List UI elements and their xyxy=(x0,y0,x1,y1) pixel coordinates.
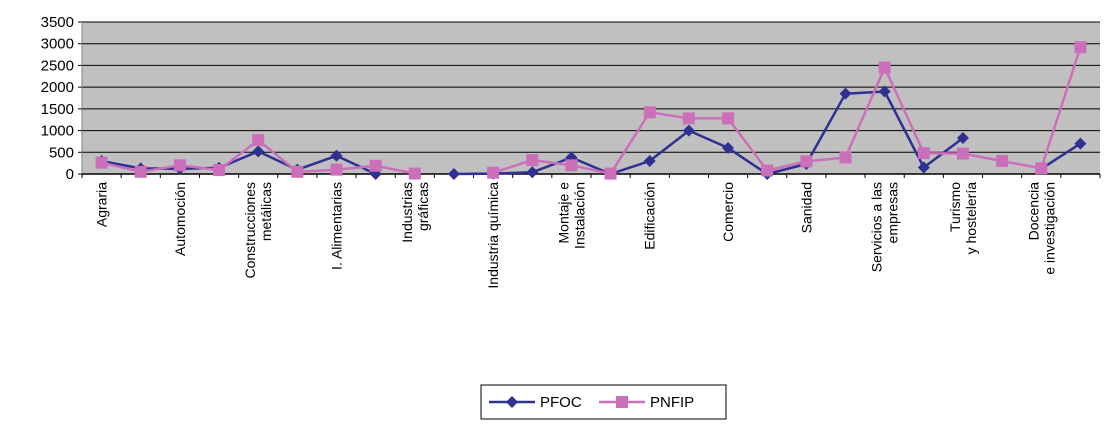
x-tick-label: Automoción xyxy=(172,182,188,256)
data-point xyxy=(956,147,969,160)
data-point xyxy=(604,167,617,180)
y-tick-label: 2500 xyxy=(41,57,74,74)
legend: PFOC PNFIP xyxy=(480,384,727,420)
y-tick-label: 3000 xyxy=(41,36,74,53)
x-tick-label: y hostelería xyxy=(963,182,979,255)
data-point xyxy=(408,167,421,180)
x-tick-label: empresas xyxy=(885,182,901,243)
x-tick-label: Edificación xyxy=(642,182,658,250)
data-point xyxy=(956,131,969,144)
data-point xyxy=(487,166,500,179)
data-point xyxy=(134,165,147,178)
x-tick-label: Montaje e xyxy=(555,182,571,244)
data-point xyxy=(643,154,656,167)
x-tick-label: Turismo xyxy=(947,182,963,232)
data-point xyxy=(1074,41,1087,54)
legend-marker-pfoc xyxy=(506,396,518,408)
data-point xyxy=(917,147,930,160)
x-tick-label: gráficas xyxy=(415,182,431,231)
x-tick-label: Servicios a las xyxy=(869,182,885,272)
legend-label-pnfip: PNFIP xyxy=(650,394,694,411)
series-line xyxy=(101,150,377,176)
data-point xyxy=(682,124,695,137)
series-group xyxy=(95,41,1087,180)
y-axis: 0 500 1000 1500 2000 2500 3000 3500 xyxy=(41,14,83,183)
data-point xyxy=(1074,137,1087,150)
x-tick-label: Agraria xyxy=(94,182,110,227)
plot-area xyxy=(82,22,1100,174)
x-tick-label: Instalación xyxy=(571,182,587,249)
series-line xyxy=(492,46,1082,175)
data-point xyxy=(369,159,382,172)
data-point xyxy=(95,156,108,169)
y-tick-label: 1500 xyxy=(41,101,74,118)
data-point xyxy=(1035,162,1048,175)
y-tick-label: 0 xyxy=(66,166,74,183)
x-tick-label: Docencia xyxy=(1025,182,1041,241)
data-point xyxy=(722,112,735,125)
data-point xyxy=(722,141,735,154)
data-point xyxy=(996,154,1009,167)
x-tick-label: metálicas xyxy=(258,182,274,241)
x-tick-label: Industrias xyxy=(399,182,415,243)
data-point xyxy=(878,61,891,74)
data-point xyxy=(252,145,265,158)
data-point xyxy=(213,164,226,177)
data-point xyxy=(526,166,539,179)
data-point xyxy=(839,87,852,100)
x-tick-label: Sanidad xyxy=(798,182,814,233)
data-point xyxy=(917,161,930,174)
x-tick-label: Comercio xyxy=(720,182,736,242)
x-tick-label: I. Alimentarias xyxy=(329,182,345,270)
data-point xyxy=(173,159,186,172)
legend-label-pfoc: PFOC xyxy=(540,394,582,411)
data-point xyxy=(447,168,460,180)
data-point xyxy=(682,112,695,125)
data-point xyxy=(878,85,891,98)
x-tick-label: Industria química xyxy=(485,182,501,289)
series-pnfip xyxy=(95,41,1087,180)
legend-marker-pnfip xyxy=(616,396,628,408)
data-point xyxy=(839,151,852,164)
y-tick-label: 500 xyxy=(49,144,74,161)
data-point xyxy=(565,159,578,172)
data-point xyxy=(291,165,304,178)
data-point xyxy=(800,155,813,168)
y-tick-label: 2000 xyxy=(41,79,74,96)
data-point xyxy=(643,106,656,119)
series-line xyxy=(453,90,964,176)
y-tick-label: 3500 xyxy=(41,14,74,31)
data-point xyxy=(761,164,774,177)
x-tick-label: e investigación xyxy=(1041,182,1057,275)
series-line xyxy=(1040,142,1082,170)
data-point xyxy=(252,134,265,147)
x-tick-label: Construcciones xyxy=(242,182,258,279)
y-tick-label: 1000 xyxy=(41,123,74,140)
data-point xyxy=(526,154,539,167)
data-point xyxy=(330,149,343,162)
x-axis: Agraria Automoción Construcciones metálicas… xyxy=(81,173,1101,289)
data-point xyxy=(330,163,343,176)
